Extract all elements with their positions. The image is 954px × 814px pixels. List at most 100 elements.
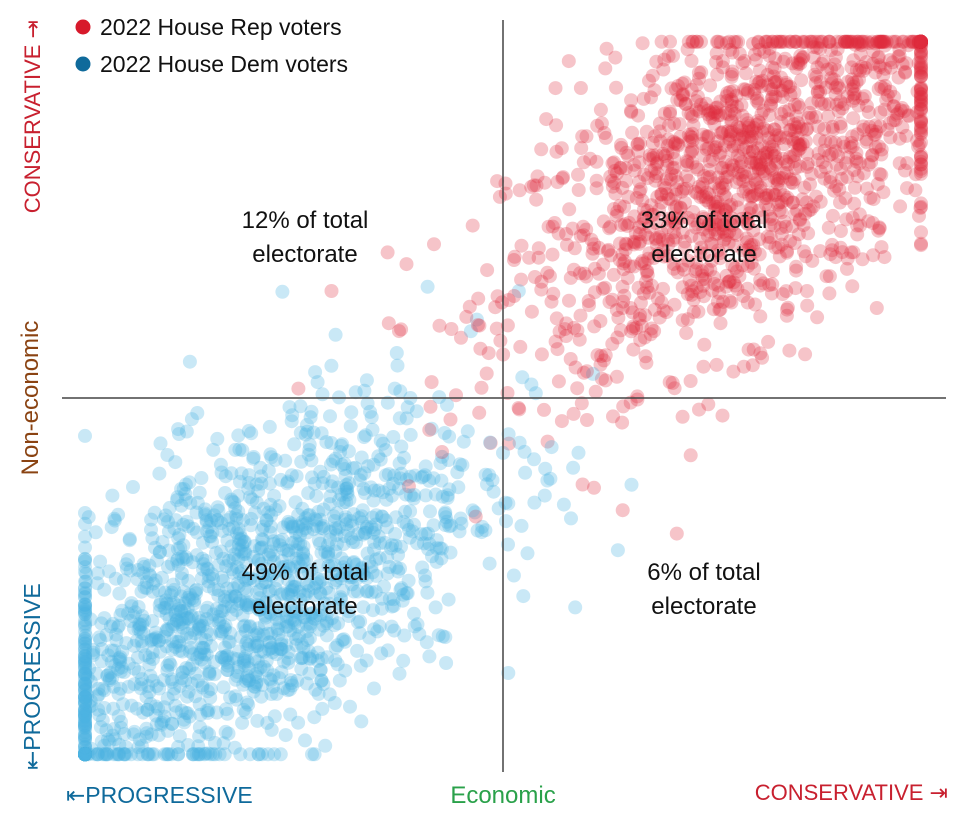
dem-voter-point bbox=[189, 586, 203, 601]
rep-voter-point bbox=[882, 116, 897, 130]
dem-voter-point bbox=[299, 552, 314, 567]
rep-voter-point bbox=[879, 92, 894, 107]
dem-voter-point bbox=[350, 643, 365, 658]
rep-voter-point bbox=[914, 34, 928, 49]
rep-voter-point bbox=[718, 177, 733, 192]
rep-voter-point bbox=[701, 195, 716, 210]
dem-voter-point bbox=[294, 637, 309, 652]
dem-voter-point bbox=[254, 576, 269, 590]
dem-voter-point bbox=[279, 614, 294, 629]
rep-voter-point bbox=[741, 216, 756, 231]
rep-voter-point bbox=[690, 186, 705, 201]
rep-voter-point bbox=[776, 188, 791, 203]
dem-voter-point bbox=[99, 747, 114, 762]
dem-voter-point bbox=[228, 589, 243, 604]
dem-voter-point bbox=[78, 642, 92, 657]
legend-label-dem: 2022 House Dem voters bbox=[100, 51, 348, 77]
rep-voter-point bbox=[844, 135, 859, 150]
dem-voter-point bbox=[338, 555, 353, 570]
rep-voter-point bbox=[630, 137, 645, 152]
rep-voter-point bbox=[678, 97, 693, 112]
rep-voter-point bbox=[754, 79, 769, 94]
dem-voter-point bbox=[149, 708, 163, 723]
rep-voter-point bbox=[914, 123, 928, 138]
dem-voter-point bbox=[320, 538, 335, 553]
dem-voter-point bbox=[78, 703, 92, 717]
rep-voter-point bbox=[849, 34, 864, 49]
rep-voter-point bbox=[631, 108, 646, 123]
rep-voter-point bbox=[727, 238, 742, 253]
rep-voter-point bbox=[782, 123, 797, 138]
rep-voter-point bbox=[821, 109, 836, 124]
rep-voter-point bbox=[730, 138, 745, 153]
rep-voter-point bbox=[800, 284, 814, 298]
dem-voter-point bbox=[338, 468, 353, 483]
dem-voter-point bbox=[393, 384, 408, 399]
rep-voter-point bbox=[427, 237, 441, 252]
dem-voter-point bbox=[239, 594, 254, 609]
dem-voter-point bbox=[97, 738, 112, 753]
dem-voter-point bbox=[206, 747, 220, 762]
rep-voter-point bbox=[833, 195, 847, 210]
dem-voter-point bbox=[135, 747, 150, 762]
dem-voter-point bbox=[254, 469, 269, 484]
rep-voter-point bbox=[815, 34, 830, 49]
dem-voter-point bbox=[319, 628, 334, 643]
rep-voter-point bbox=[526, 178, 541, 193]
dem-voter-point bbox=[353, 468, 368, 483]
dem-voter-point bbox=[207, 654, 222, 669]
rep-voter-point bbox=[722, 293, 737, 308]
rep-voter-point bbox=[837, 34, 852, 49]
rep-voter-point bbox=[834, 34, 848, 49]
dem-voter-point bbox=[207, 735, 222, 750]
rep-voter-point bbox=[717, 187, 731, 202]
rep-voter-point bbox=[700, 170, 715, 185]
dem-voter-point bbox=[269, 686, 284, 701]
rep-voter-point bbox=[594, 116, 609, 131]
dem-voter-point bbox=[196, 562, 210, 577]
dem-voter-point bbox=[320, 650, 335, 665]
dem-voter-point bbox=[215, 604, 230, 618]
dem-voter-point bbox=[229, 525, 244, 540]
rep-voter-point bbox=[616, 256, 631, 271]
dem-voter-point bbox=[264, 687, 279, 701]
dem-voter-point bbox=[211, 503, 226, 518]
rep-voter-point bbox=[839, 156, 853, 171]
dem-voter-point bbox=[282, 682, 297, 697]
dem-voter-point bbox=[420, 585, 435, 600]
dem-voter-point bbox=[203, 690, 218, 705]
rep-voter-point bbox=[845, 72, 859, 87]
rep-voter-point bbox=[703, 263, 718, 277]
dem-voter-point bbox=[114, 720, 129, 735]
dem-voter-point bbox=[148, 625, 163, 640]
rep-voter-point bbox=[769, 34, 784, 49]
dem-voter-point bbox=[303, 619, 318, 634]
rep-voter-point bbox=[671, 79, 686, 93]
dem-voter-point bbox=[233, 747, 248, 762]
legend-swatch-dem bbox=[75, 56, 91, 72]
rep-voter-point bbox=[906, 34, 920, 49]
dem-voter-point bbox=[221, 594, 236, 609]
rep-voter-point bbox=[833, 161, 848, 176]
dem-voter-point bbox=[267, 489, 282, 503]
dem-voter-point bbox=[228, 501, 243, 516]
dem-voter-point bbox=[273, 641, 288, 656]
dem-voter-point bbox=[133, 625, 148, 640]
dem-voter-point bbox=[250, 638, 265, 653]
dem-voter-point bbox=[78, 709, 92, 724]
dem-voter-point bbox=[251, 747, 266, 762]
rep-voter-point bbox=[683, 129, 698, 144]
dem-voter-point bbox=[143, 668, 158, 683]
rep-voter-point bbox=[683, 145, 698, 160]
rep-voter-point bbox=[739, 140, 754, 154]
rep-voter-point bbox=[731, 34, 746, 49]
rep-voter-point bbox=[663, 192, 678, 207]
dem-voter-point bbox=[544, 440, 559, 455]
rep-voter-point bbox=[911, 34, 926, 49]
rep-voter-point bbox=[746, 36, 760, 51]
rep-voter-point bbox=[914, 45, 928, 60]
rep-voter-point bbox=[809, 189, 824, 204]
dem-voter-point bbox=[336, 537, 351, 551]
dem-voter-point bbox=[291, 619, 305, 634]
